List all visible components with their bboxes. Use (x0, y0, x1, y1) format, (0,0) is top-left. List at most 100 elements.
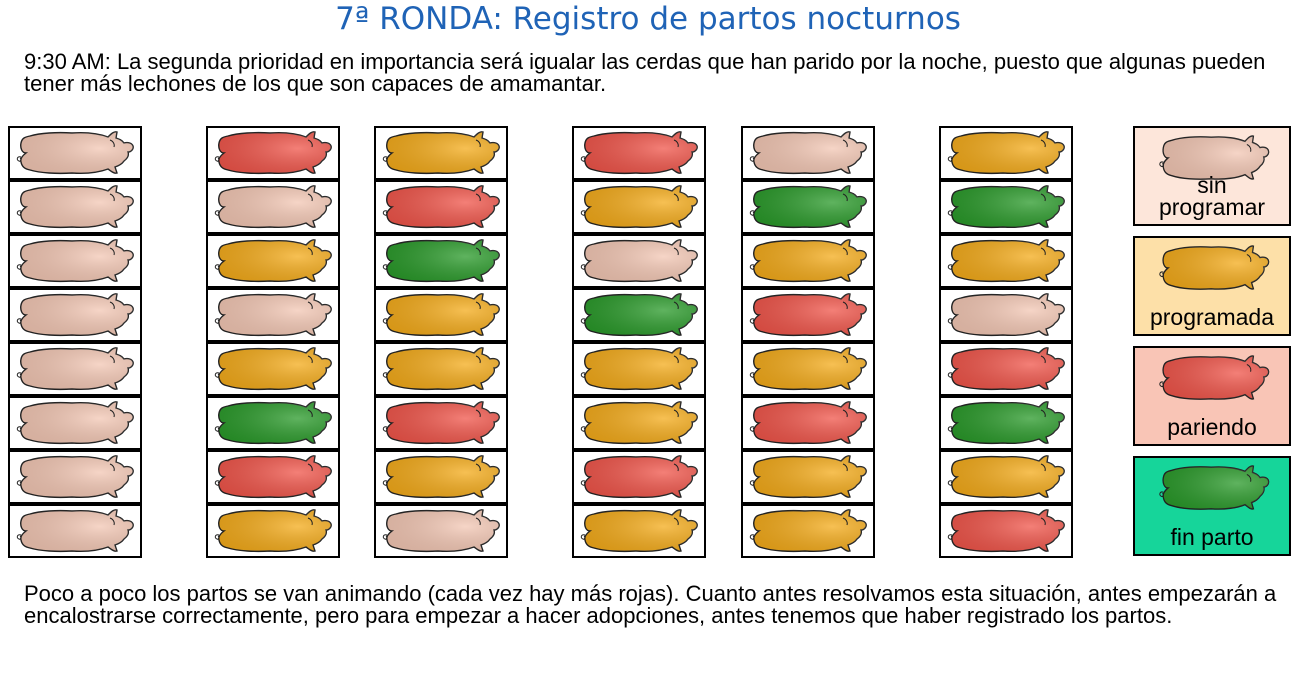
crate-cell[interactable] (8, 396, 142, 450)
crate-cell[interactable] (8, 180, 142, 234)
sow-pariendo-icon (214, 455, 332, 499)
crate-column-left (8, 126, 142, 558)
sow-programada-icon (947, 239, 1065, 283)
sow-sin-programar-icon (580, 239, 698, 283)
intro-text: 9:30 AM: La segunda prioridad en importa… (24, 49, 1266, 96)
legend-item-pariendo: pariendo (1133, 346, 1291, 446)
sow-pariendo-icon (749, 293, 867, 337)
sow-programada-icon (382, 131, 500, 175)
sow-programada-icon (580, 347, 698, 391)
sow-programada-icon (947, 131, 1065, 175)
legend-label: programada (1149, 304, 1275, 330)
crate-cell[interactable] (939, 126, 1073, 180)
legend-label: sin programar (1158, 172, 1266, 220)
crate-cell[interactable] (374, 450, 508, 504)
crate-cell[interactable] (8, 450, 142, 504)
farrowing-board-3 (737, 126, 1101, 558)
crate-cell[interactable] (374, 396, 508, 450)
sow-sin-programar-icon (16, 401, 134, 445)
crate-cell[interactable] (374, 234, 508, 288)
outro-text: Poco a poco los partos se van animando (… (24, 581, 1277, 628)
crate-cell[interactable] (939, 396, 1073, 450)
crate-cell[interactable] (8, 234, 142, 288)
sow-programada-icon (749, 509, 867, 553)
sow-sin-programar-icon (16, 131, 134, 175)
crate-cell[interactable] (374, 180, 508, 234)
crate-cell[interactable] (374, 342, 508, 396)
sow-fin-parto-icon (947, 185, 1065, 229)
sow-sin-programar-icon (16, 509, 134, 553)
crate-cell[interactable] (8, 504, 142, 558)
crate-cell[interactable] (572, 180, 706, 234)
crate-cell[interactable] (939, 342, 1073, 396)
crate-cell[interactable] (939, 504, 1073, 558)
crate-cell[interactable] (206, 126, 340, 180)
legend-item-fin-parto: fin parto (1133, 456, 1291, 556)
crate-cell[interactable] (8, 342, 142, 396)
sow-sin-programar-icon (947, 293, 1065, 337)
sow-programada-icon (214, 509, 332, 553)
crate-cell[interactable] (572, 288, 706, 342)
sow-sin-programar-icon (214, 185, 332, 229)
crate-cell[interactable] (206, 450, 340, 504)
crate-cell[interactable] (572, 342, 706, 396)
sow-pariendo-icon (382, 185, 500, 229)
sow-programada-icon (749, 347, 867, 391)
legend-label: pariendo (1167, 414, 1257, 440)
crate-cell[interactable] (572, 126, 706, 180)
sow-sin-programar-icon (16, 185, 134, 229)
sow-fin-parto-icon (580, 293, 698, 337)
crate-cell[interactable] (206, 342, 340, 396)
crate-cell[interactable] (572, 396, 706, 450)
crate-column-right (206, 126, 340, 558)
crate-cell[interactable] (374, 126, 508, 180)
sow-fin-parto-icon (214, 401, 332, 445)
crate-cell[interactable] (572, 450, 706, 504)
sow-programada-icon (382, 347, 500, 391)
crate-cell[interactable] (206, 180, 340, 234)
crate-column-right (572, 126, 706, 558)
crate-cell[interactable] (206, 288, 340, 342)
sow-sin-programar-icon (16, 293, 134, 337)
sow-sin-programar-icon (214, 293, 332, 337)
crate-cell[interactable] (939, 180, 1073, 234)
crate-cell[interactable] (939, 234, 1073, 288)
sow-programada-icon (580, 401, 698, 445)
crate-cell[interactable] (741, 504, 875, 558)
crate-cell[interactable] (939, 288, 1073, 342)
crate-cell[interactable] (8, 288, 142, 342)
sow-pariendo-icon (947, 347, 1065, 391)
crate-cell[interactable] (741, 180, 875, 234)
sow-sin-programar-icon (382, 509, 500, 553)
crate-cell[interactable] (741, 126, 875, 180)
crate-column-right (939, 126, 1073, 558)
sow-programada-icon (580, 185, 698, 229)
crate-cell[interactable] (741, 342, 875, 396)
farrowing-board-2 (370, 126, 734, 558)
page-title: 7ª RONDA: Registro de partos nocturnos (335, 1, 961, 37)
sow-fin-parto-icon (947, 401, 1065, 445)
crate-cell[interactable] (206, 504, 340, 558)
crate-cell[interactable] (741, 234, 875, 288)
sow-pariendo-icon (749, 401, 867, 445)
crate-cell[interactable] (939, 450, 1073, 504)
sow-pariendo-icon (214, 131, 332, 175)
sow-programada-icon (382, 293, 500, 337)
crate-cell[interactable] (206, 234, 340, 288)
status-legend: sin programar programada pariendo fin parto (1133, 126, 1291, 558)
crate-cell[interactable] (572, 234, 706, 288)
sow-programada-icon (214, 239, 332, 283)
sow-programada-icon (1159, 245, 1270, 290)
crate-cell[interactable] (374, 504, 508, 558)
crate-cell[interactable] (206, 396, 340, 450)
crate-cell[interactable] (8, 126, 142, 180)
sow-fin-parto-icon (1159, 465, 1270, 510)
sow-fin-parto-icon (749, 185, 867, 229)
crate-cell[interactable] (572, 504, 706, 558)
crate-cell[interactable] (374, 288, 508, 342)
sow-fin-parto-icon (382, 239, 500, 283)
crate-cell[interactable] (741, 450, 875, 504)
crate-cell[interactable] (741, 288, 875, 342)
crate-column-left (741, 126, 875, 558)
crate-cell[interactable] (741, 396, 875, 450)
